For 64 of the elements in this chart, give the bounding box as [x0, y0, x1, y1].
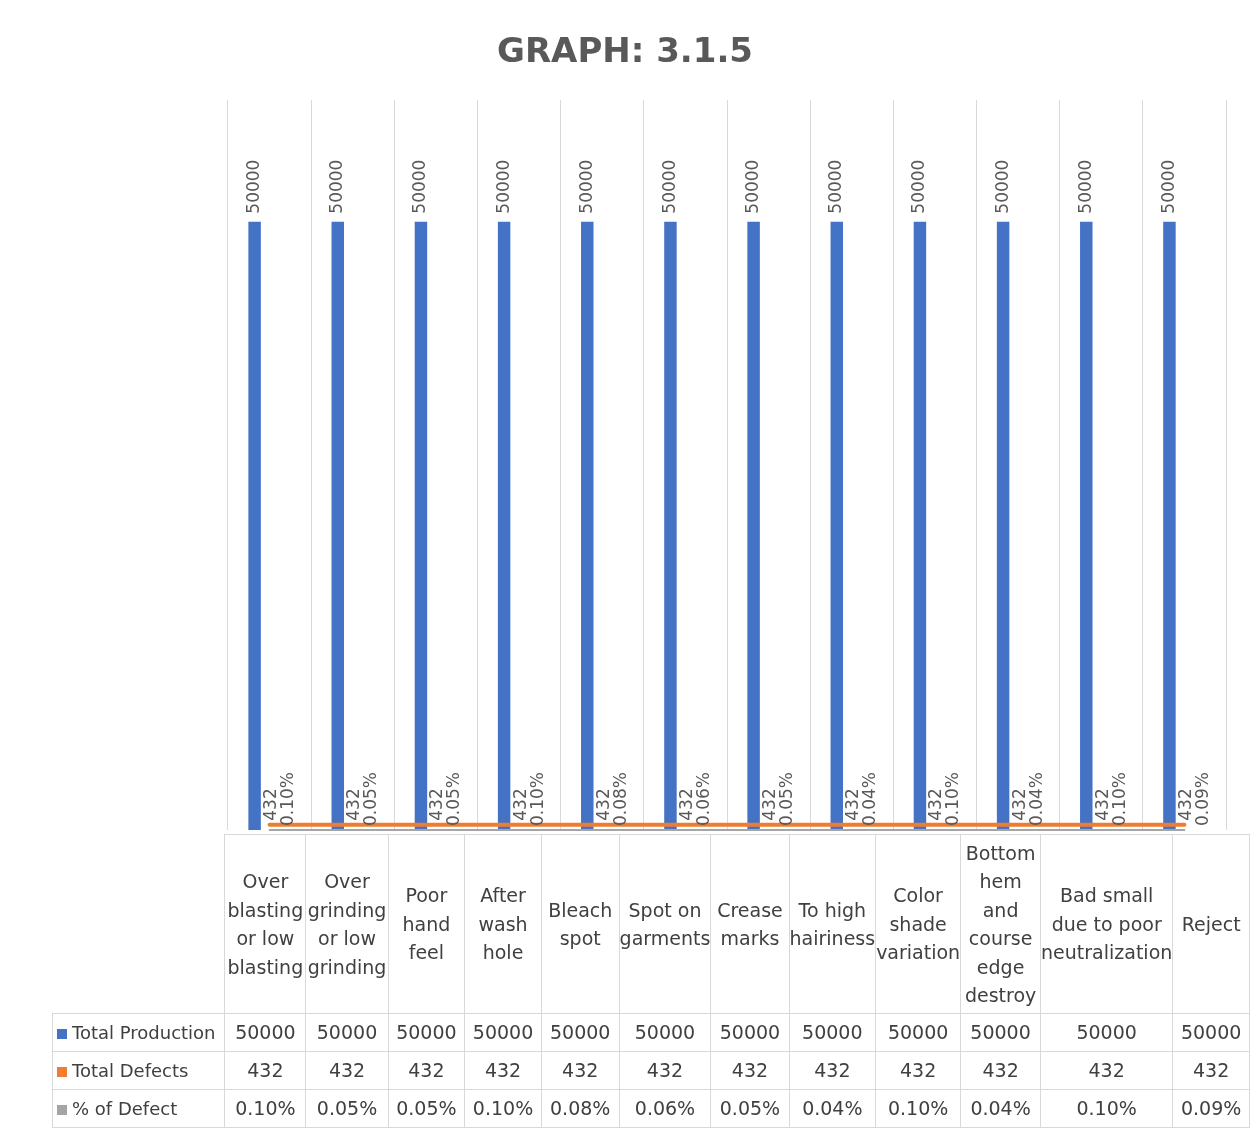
text: 50000 — [908, 159, 929, 214]
data-label: 50000 — [388, 1013, 465, 1052]
x-tick-label: Bottom hem and course edge destroy — [960, 834, 1041, 1014]
data-label: 0.04% — [960, 1089, 1041, 1128]
x-tick-label: Poor hand feel — [388, 834, 465, 1014]
data-label: 0.06% — [619, 1089, 711, 1128]
data-label: 432 — [619, 1051, 711, 1090]
text: 50000 — [658, 159, 679, 214]
data-label: 0.10% — [875, 1089, 961, 1128]
data-label: 432 — [1172, 1051, 1250, 1090]
text: 50000 — [409, 159, 430, 214]
text: 50000 — [243, 159, 264, 214]
x-tick-label: To high hairiness — [789, 834, 876, 1014]
data-label: 50000 — [875, 1013, 961, 1052]
data-label: 0.08% — [541, 1089, 620, 1128]
data-label: 50000 — [619, 1013, 711, 1052]
x-tick-label: Spot on garments — [619, 834, 711, 1014]
data-label: 0.10% — [464, 1089, 542, 1128]
data-label: 50000 — [305, 1013, 389, 1052]
chart-title: GRAPH: 3.1.5 — [496, 30, 754, 70]
text: 50000 — [825, 159, 846, 214]
text: 50000 — [991, 159, 1012, 214]
data-label: 0.05% — [710, 1089, 790, 1128]
x-tick-label: Reject — [1172, 834, 1250, 1014]
data-label: 0.05% — [388, 1089, 465, 1128]
data-label: 432 — [789, 1051, 876, 1090]
data-label: 0.10% — [1040, 1089, 1173, 1128]
data-label: 50000 — [541, 1013, 620, 1052]
data-label: 432 — [541, 1051, 620, 1090]
data-label: 50000 — [1172, 1013, 1250, 1052]
x-tick-label: Bleach spot — [541, 834, 620, 1014]
data-label: 432 — [464, 1051, 542, 1090]
data-label: 0.09% — [1172, 1089, 1250, 1128]
x-tick-label: Color shade variation — [875, 834, 961, 1014]
data-label: 50000 — [224, 1013, 306, 1052]
text: 50000 — [1157, 159, 1178, 214]
data-label: 50000 — [710, 1013, 790, 1052]
legend-label: Total Defects — [72, 1060, 189, 1081]
text: 50000 — [492, 159, 513, 214]
x-tick-label: Bad small due to poor neutralization — [1040, 834, 1173, 1014]
data-label: 432 — [875, 1051, 961, 1090]
x-tick-label: Over grinding or low grinding — [305, 834, 389, 1014]
text: 50000 — [326, 159, 347, 214]
data-label: 432 — [1040, 1051, 1173, 1090]
data-label: 432 — [224, 1051, 306, 1090]
data-label: 0.04% — [789, 1089, 876, 1128]
data-label: 50000 — [464, 1013, 542, 1052]
data-label: 0.10% — [224, 1089, 306, 1128]
data-label: 432 — [305, 1051, 389, 1090]
legend-label: % of Defect — [72, 1098, 178, 1119]
data-label: 0.05% — [305, 1089, 389, 1128]
text: 50000 — [1074, 159, 1095, 214]
data-label: 432 — [710, 1051, 790, 1090]
x-tick-label: Crease marks — [710, 834, 790, 1014]
data-label: 432 — [960, 1051, 1041, 1090]
data-label: 50000 — [1040, 1013, 1173, 1052]
x-tick-label: Over blasting or low blasting — [224, 834, 306, 1014]
x-tick-label: After wash hole — [464, 834, 542, 1014]
text: 50000 — [742, 159, 763, 214]
data-label: 50000 — [789, 1013, 876, 1052]
data-label: 50000 — [960, 1013, 1041, 1052]
legend-label: Total Production — [72, 1022, 216, 1043]
text: 50000 — [575, 159, 596, 214]
data-label: 432 — [388, 1051, 465, 1090]
